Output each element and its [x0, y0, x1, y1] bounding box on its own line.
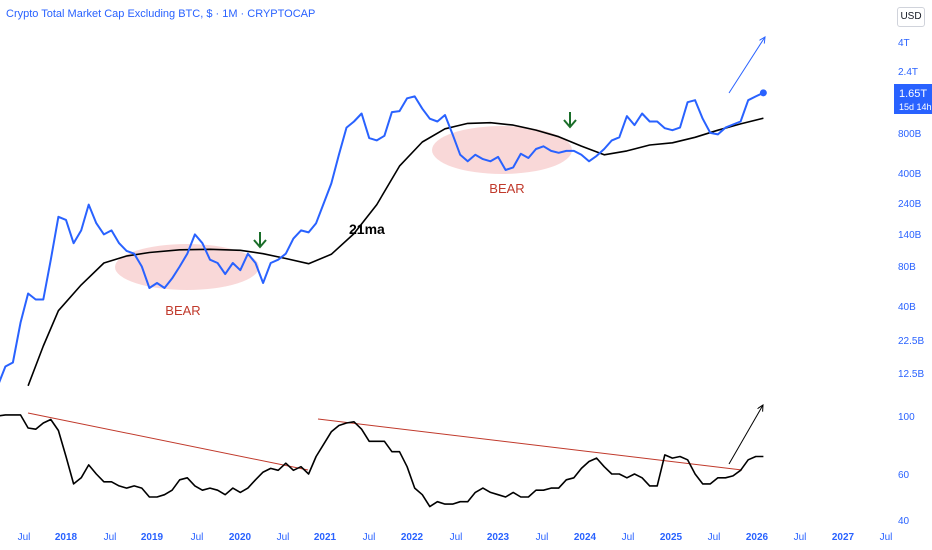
x-tick-label: 2024 [574, 532, 597, 543]
x-tick-label: 2023 [487, 532, 510, 543]
price-series-line [0, 91, 764, 383]
x-tick-label: Jul [450, 532, 463, 543]
oscillator-line-group [0, 414, 764, 508]
y-tick-label: 240B [898, 199, 922, 210]
y-tick-label: 40B [898, 302, 916, 313]
price-line-group [0, 91, 764, 383]
last-price-dot [759, 89, 767, 97]
x-tick-label: Jul [104, 532, 117, 543]
bear-label-1: BEAR [165, 303, 200, 318]
oscillator-tick-label: 100 [898, 412, 915, 423]
price-badge-value: 1.65T [899, 88, 927, 100]
price-badge-countdown: 15d 14h [899, 102, 932, 112]
x-tick-label: 2021 [314, 532, 337, 543]
arrow-down-icon [253, 232, 267, 249]
x-tick-label: 2025 [660, 532, 683, 543]
currency-selector[interactable]: USD [897, 7, 925, 27]
bear-label-2: BEAR [489, 181, 524, 196]
x-tick-label: Jul [191, 532, 204, 543]
projection-arrow-price [728, 37, 765, 94]
projection-arrow-oscillator [728, 405, 763, 465]
oscillator-tick-label: 60 [898, 470, 910, 481]
bear-zone-1 [115, 244, 259, 290]
y-tick-label: 800B [898, 129, 922, 140]
x-tick-label: 2022 [401, 532, 424, 543]
price-badge [894, 84, 932, 114]
arrow-down-icon [563, 112, 577, 129]
y-tick-label: 22.5B [898, 336, 924, 347]
oscillator-series-line [0, 414, 764, 508]
y-tick-label: 12.5B [898, 369, 924, 380]
x-tick-label: Jul [536, 532, 549, 543]
trend-line-1 [27, 412, 309, 471]
oscillator-axis-ticks: 100 60 40 [898, 412, 915, 527]
x-tick-label: Jul [880, 532, 893, 543]
x-tick-label: 2026 [746, 532, 769, 543]
x-tick-label: 2027 [832, 532, 855, 543]
trend-line-2 [317, 418, 743, 471]
y-tick-label: 140B [898, 230, 922, 241]
y-tick-label: 400B [898, 169, 922, 180]
chart-title: Crypto Total Market Cap Excluding BTC, $… [6, 8, 316, 20]
x-tick-label: 2018 [55, 532, 78, 543]
x-tick-label: Jul [622, 532, 635, 543]
x-tick-label: Jul [277, 532, 290, 543]
y-axis-ticks: 4T 2.4T 800B 400B 240B 140B 80B 40B 22.5B 12.5B [898, 38, 924, 380]
y-tick-label: 2.4T [898, 67, 918, 78]
y-tick-label: 4T [898, 38, 910, 49]
x-tick-label: Jul [794, 532, 807, 543]
x-axis-ticks: Jul 2018 Jul 2019 Jul 2020 Jul 2021 Jul 2022 Jul 20… [18, 532, 893, 543]
x-tick-label: Jul [708, 532, 721, 543]
oscillator-tick-label: 40 [898, 516, 910, 527]
ma-label: 21ma [349, 221, 385, 237]
x-tick-label: 2020 [229, 532, 252, 543]
x-tick-label: Jul [363, 532, 376, 543]
x-tick-label: Jul [18, 532, 31, 543]
x-tick-label: 2019 [141, 532, 164, 543]
y-tick-label: 80B [898, 262, 916, 273]
